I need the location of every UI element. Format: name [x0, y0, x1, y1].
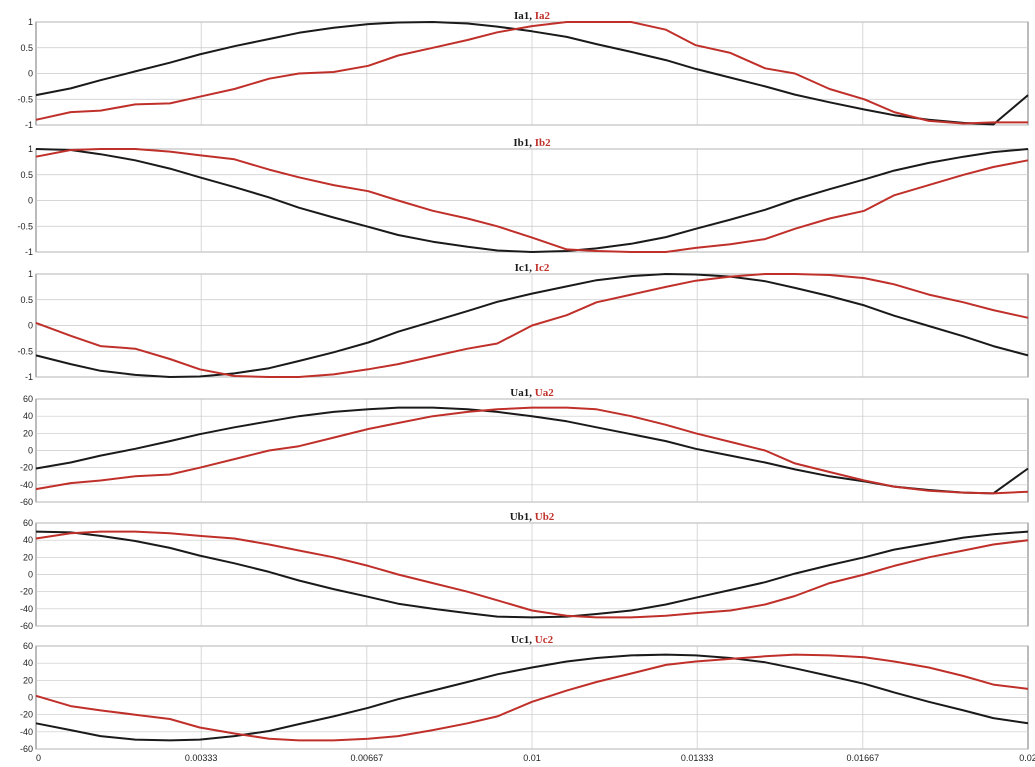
x-tick-label: 0.01333	[681, 753, 714, 763]
y-tick-label: 40	[23, 658, 33, 668]
y-tick-label: -1	[25, 120, 33, 130]
chart-panel-2: Ib1, Ib2 1 0.5 0 -0.5 -1	[17, 137, 1029, 257]
series-line-Ib2	[35, 148, 1029, 253]
y-tick-label: -1	[25, 247, 33, 257]
series-line-Ib1	[35, 148, 1029, 253]
y-tick-label: -40	[20, 480, 33, 490]
x-tick-label: 0.01	[523, 753, 541, 763]
y-tick-label: 1	[28, 269, 33, 279]
panel-title: Ic1, Ic2	[515, 262, 550, 274]
y-tick-label: -60	[20, 497, 33, 507]
y-tick-label: -1	[25, 372, 33, 382]
panel-title-part: Ia2	[535, 10, 551, 22]
panel-title-part: Ib2	[535, 137, 551, 149]
y-tick-label: -20	[20, 463, 33, 473]
panel-title-part: Ub1,	[510, 511, 535, 523]
series-line-Ic1	[35, 273, 1029, 378]
y-tick-label: 0	[28, 69, 33, 79]
y-tick-label: -0.5	[17, 346, 33, 356]
y-tick-label: 20	[23, 552, 33, 562]
y-tick-label: 1	[28, 144, 33, 154]
chart-panel-4: Ua1, Ua2 60 40 20 0 -20 -40 -60	[20, 387, 1029, 507]
x-tick-label: 0.00333	[185, 753, 218, 763]
panel-title-part: Ua2	[535, 387, 554, 399]
panel-title-part: Ic2	[535, 262, 550, 274]
y-tick-label: -20	[20, 710, 33, 720]
panel-title-part: Ua1,	[510, 387, 534, 399]
x-axis: 0 0.00333 0.00667 0.01 0.01333 0.01667 0.02	[36, 753, 1035, 763]
x-tick-label: 0.00667	[351, 753, 384, 763]
y-tick-label: -40	[20, 727, 33, 737]
x-tick-label: 0	[36, 753, 41, 763]
panel-title-part: Ia1,	[514, 10, 535, 22]
y-tick-label: 20	[23, 675, 33, 685]
panel-title-part: Uc1,	[511, 634, 535, 646]
series-line-Ia1	[35, 21, 1029, 126]
y-tick-label: 1	[28, 17, 33, 27]
series-line-Ub1	[35, 530, 1029, 619]
panel-title-part: Ub2	[535, 511, 555, 523]
y-tick-label: -0.5	[17, 94, 33, 104]
series-line-Ua2	[35, 406, 1029, 495]
y-tick-label: 40	[23, 411, 33, 421]
panel-title-part: Ib1,	[513, 137, 534, 149]
y-tick-label: 0.5	[20, 295, 33, 305]
panel-title-part: Uc2	[535, 634, 554, 646]
y-tick-label: 0	[28, 196, 33, 206]
y-tick-label: 60	[23, 518, 33, 528]
panel-title-part: Ic1,	[515, 262, 535, 274]
y-tick-label: 40	[23, 535, 33, 545]
series-line-Ia2	[35, 21, 1028, 125]
y-tick-label: 60	[23, 394, 33, 404]
chart-panel-5: Ub1, Ub2 60 40 20 0 -20 -40 -60	[20, 511, 1029, 631]
y-tick-label: -40	[20, 604, 33, 614]
panel-title: Uc1, Uc2	[511, 634, 554, 646]
y-tick-label: 0	[28, 446, 33, 456]
y-tick-label: 60	[23, 641, 33, 651]
chart-panel-6: Uc1, Uc2 60 40 20 0 -20 -40 -60	[20, 634, 1029, 754]
panel-title: Ib1, Ib2	[513, 137, 551, 149]
y-tick-label: -60	[20, 744, 33, 754]
series-line-Ic2	[35, 273, 1029, 378]
chart-panel-1: Ia1, Ia2 1 0.5 0 -0.5 -1	[17, 10, 1029, 130]
y-tick-label: 20	[23, 428, 33, 438]
panel-title: Ia1, Ia2	[514, 10, 551, 22]
y-tick-label: 0	[28, 693, 33, 703]
y-tick-label: 0.5	[20, 170, 33, 180]
series-line-Uc1	[35, 653, 1029, 742]
series-line-Uc2	[35, 653, 1029, 742]
panel-title: Ua1, Ua2	[510, 387, 554, 399]
y-tick-label: -0.5	[17, 221, 33, 231]
x-tick-label: 0.01667	[847, 753, 880, 763]
series-line-Ub2	[35, 530, 1029, 619]
panel-title: Ub1, Ub2	[510, 511, 555, 523]
y-tick-label: -60	[20, 621, 33, 631]
y-tick-label: 0	[28, 570, 33, 580]
x-tick-label: 0.02	[1019, 753, 1035, 763]
y-tick-label: 0	[28, 321, 33, 331]
y-tick-label: 0.5	[20, 43, 33, 53]
y-tick-label: -20	[20, 587, 33, 597]
chart-panel-3: Ic1, Ic2 1 0.5 0 -0.5 -1	[17, 262, 1029, 382]
